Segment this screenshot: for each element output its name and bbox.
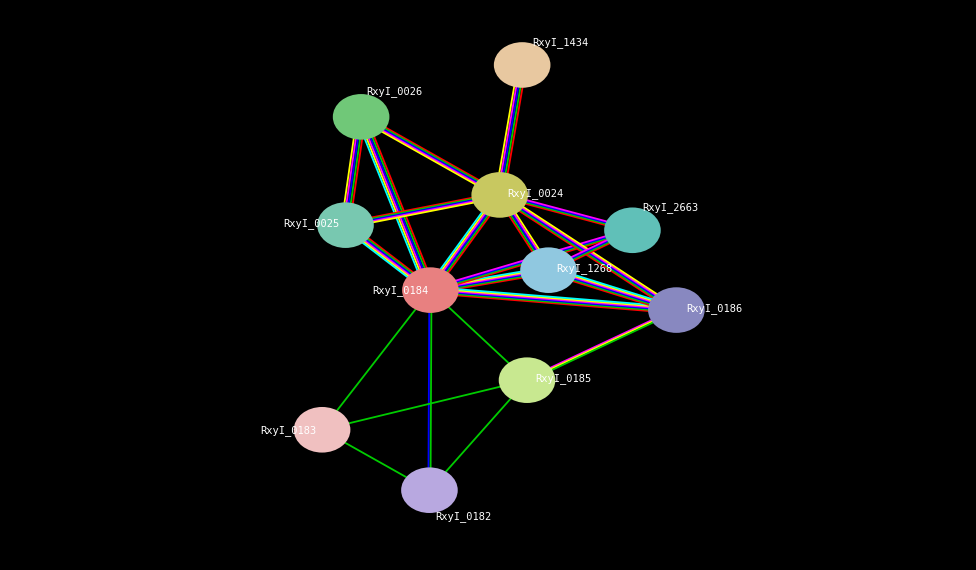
Ellipse shape (604, 207, 661, 253)
Text: RxyI_0026: RxyI_0026 (366, 86, 423, 97)
Text: RxyI_0186: RxyI_0186 (686, 303, 743, 314)
Ellipse shape (520, 247, 577, 293)
Ellipse shape (648, 287, 705, 333)
Ellipse shape (333, 94, 389, 140)
Ellipse shape (402, 267, 459, 313)
Ellipse shape (471, 172, 528, 218)
Ellipse shape (494, 42, 550, 88)
Text: RxyI_0184: RxyI_0184 (372, 285, 428, 296)
Ellipse shape (317, 202, 374, 248)
Text: RxyI_0185: RxyI_0185 (535, 373, 591, 384)
Text: RxyI_0182: RxyI_0182 (435, 511, 492, 522)
Text: RxyI_0025: RxyI_0025 (283, 218, 340, 229)
Text: RxyI_1434: RxyI_1434 (532, 36, 589, 48)
Text: RxyI_2663: RxyI_2663 (642, 202, 699, 213)
Ellipse shape (401, 467, 458, 513)
Ellipse shape (499, 357, 555, 403)
Ellipse shape (294, 407, 350, 453)
Text: RxyI_0024: RxyI_0024 (508, 188, 564, 199)
Text: RxyI_1268: RxyI_1268 (556, 263, 613, 274)
Text: RxyI_0183: RxyI_0183 (260, 425, 316, 436)
